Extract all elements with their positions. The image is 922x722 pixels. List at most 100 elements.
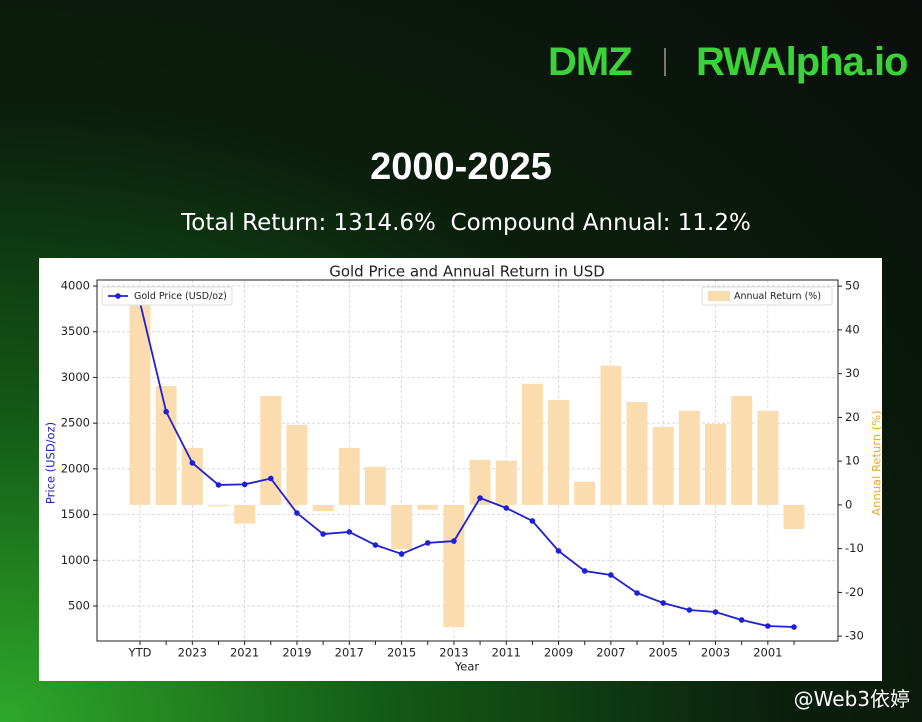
bar (626, 402, 648, 505)
point (268, 475, 274, 482)
point (660, 600, 666, 606)
x-tick-label: 2017 (335, 646, 364, 660)
x-tick-label: 2015 (387, 646, 416, 660)
bar (469, 459, 491, 505)
chart: Gold Price and Annual Return in USD Year… (44, 263, 884, 674)
bar (129, 298, 151, 505)
y2-tick-label: 10 (845, 454, 860, 468)
bar (574, 481, 596, 505)
x-tick-label: 2023 (178, 646, 207, 660)
y-tick-label: 500 (68, 598, 90, 612)
y-axis-title: Price (USD/oz) (44, 422, 58, 504)
y2-tick-label: 20 (845, 410, 860, 424)
point (451, 538, 457, 544)
legend: Annual Return (%) (701, 286, 833, 306)
bar (757, 410, 779, 505)
legend-swatch (115, 293, 121, 299)
y2-axis-title: Annual Return (%) (870, 410, 883, 515)
x-tick-label: 2021 (230, 646, 259, 660)
bar (207, 504, 229, 507)
y2-tick-label: 50 (845, 279, 860, 293)
x-tick-label: 2003 (701, 646, 730, 660)
point (372, 542, 379, 548)
x-axis-title: Year (454, 660, 480, 674)
legend-box (101, 286, 233, 306)
point (738, 617, 745, 623)
y2-tick-label: 0 (845, 497, 852, 511)
y-tick-label: 1000 (61, 553, 90, 567)
bar (286, 424, 308, 505)
point (791, 624, 797, 630)
legend-box (701, 286, 833, 306)
title: 2000-2025 (370, 146, 552, 188)
y-tick-label: 3000 (61, 370, 90, 384)
chart-panel: Gold Price and Annual Return in USD Year… (39, 258, 884, 681)
point (503, 505, 510, 511)
bar (600, 365, 622, 505)
y2-tick-label: -20 (845, 585, 864, 599)
bar (521, 383, 543, 505)
logo: RWAlpha.io (696, 40, 908, 84)
point (634, 590, 640, 596)
legend-label: Gold Price (USD/oz) (134, 291, 227, 302)
y-tick-label: 4000 (61, 279, 90, 293)
x-tick-label: 2001 (753, 646, 782, 660)
y-tick-label: 2500 (61, 416, 90, 430)
y2-tick-label: 40 (845, 322, 860, 336)
plot-frame (96, 279, 839, 642)
point (163, 408, 169, 415)
point (686, 607, 693, 613)
legend: Gold Price (USD/oz) (101, 286, 233, 306)
legend-swatch (708, 291, 730, 301)
bar (155, 385, 177, 505)
point (241, 481, 248, 488)
legend-label: Annual Return (%) (734, 291, 821, 302)
y-tick-label: 3500 (61, 324, 90, 338)
bar (731, 395, 753, 505)
separator (664, 48, 666, 76)
x-tick-label: 2007 (596, 646, 625, 660)
bar (495, 460, 517, 505)
bar (260, 395, 282, 505)
watermark: @Web3依婷 (793, 687, 910, 711)
y2-tick-label: -10 (845, 541, 864, 555)
bar (181, 448, 203, 505)
bar (234, 504, 256, 524)
point (555, 548, 562, 554)
x-tick-label: 2019 (282, 646, 311, 660)
y2-tick-label: -30 (845, 629, 864, 643)
point (189, 460, 196, 466)
point (346, 529, 353, 535)
line (139, 302, 795, 628)
y2-tick-label: 30 (845, 366, 860, 380)
bar (417, 504, 439, 510)
chart-title: Gold Price and Annual Return in USD (329, 263, 605, 281)
bar (548, 399, 570, 505)
bar (705, 423, 727, 505)
bar (364, 466, 386, 505)
point (477, 495, 483, 501)
bar (338, 448, 360, 505)
bar (678, 410, 700, 505)
x-tick-label: 2009 (544, 646, 573, 660)
y-tick-label: 1500 (61, 507, 90, 521)
x-tick-label: 2011 (492, 646, 521, 660)
point (294, 510, 300, 516)
bar (783, 504, 805, 529)
x-tick-label: YTD (128, 646, 152, 660)
bar (391, 504, 413, 550)
x-tick-label: 2005 (649, 646, 678, 660)
point (581, 568, 588, 574)
point (398, 551, 405, 557)
point (608, 572, 614, 578)
point (529, 518, 536, 524)
point (215, 482, 222, 488)
bar (443, 504, 465, 627)
point (712, 609, 719, 615)
logo: DMZ (548, 40, 633, 84)
point (765, 623, 771, 629)
point (320, 531, 326, 537)
point (424, 540, 431, 546)
y-tick-label: 2000 (61, 461, 90, 475)
